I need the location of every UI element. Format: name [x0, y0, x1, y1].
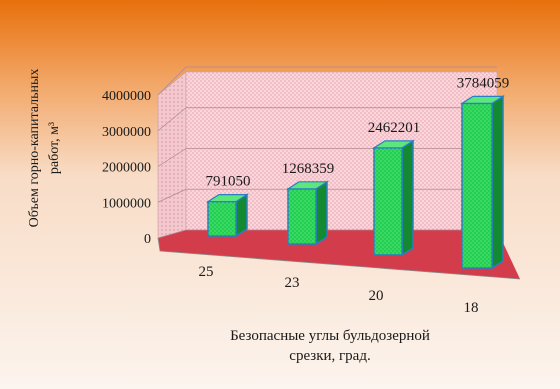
y-tick-label: 1000000 — [102, 196, 151, 211]
y-tick-label: 3000000 — [102, 125, 151, 140]
bar-front — [373, 147, 403, 256]
y-tick-label: 2000000 — [102, 161, 151, 176]
gridline — [157, 148, 187, 167]
y-axis-ticks: 0 1000000 2000000 3000000 4000000 — [102, 89, 151, 247]
y-axis-label: Объем горно-капитальных работ, м³ — [27, 69, 62, 228]
bar-top — [459, 95, 506, 104]
bar-front — [461, 102, 493, 269]
y-tick-label: 0 — [144, 232, 151, 247]
bar-top — [285, 181, 330, 190]
x-axis-ticks: 25 23 20 18 — [199, 264, 479, 316]
bars — [205, 95, 506, 270]
x-axis-label-line2: срезки, град. — [289, 348, 370, 364]
bar-side — [491, 95, 504, 270]
x-tick-label: 25 — [199, 264, 214, 280]
bar-top — [205, 193, 250, 203]
bar — [285, 180, 330, 246]
data-labels: 791050 1268359 2462201 3784059 — [206, 75, 510, 189]
gridlines — [157, 66, 497, 239]
floor — [158, 230, 520, 279]
base-frame — [157, 237, 521, 280]
gridline — [157, 229, 187, 239]
bar — [459, 95, 506, 270]
x-tick-label: 23 — [285, 275, 300, 291]
bar-top — [371, 140, 416, 149]
bar-side — [401, 139, 414, 257]
data-label: 2462201 — [368, 120, 421, 136]
x-axis-label-line1: Безопасные углы бульдозерной — [230, 328, 430, 344]
x-tick-label: 18 — [464, 300, 479, 316]
data-label: 3784059 — [457, 75, 510, 91]
bar-front — [207, 200, 237, 237]
y-axis-label-line2: работ, м³ — [47, 122, 62, 174]
gridline — [157, 188, 187, 203]
gridline — [157, 107, 187, 132]
gridline — [157, 66, 187, 96]
side-wall — [157, 71, 187, 239]
bar — [205, 193, 250, 238]
x-tick-label: 20 — [369, 288, 384, 304]
bar-front — [287, 188, 317, 245]
bar — [371, 139, 416, 257]
data-label: 791050 — [206, 174, 251, 190]
y-axis-label-line1: Объем горно-капитальных — [27, 69, 42, 228]
bar-side — [315, 180, 328, 246]
data-label: 1268359 — [282, 161, 335, 177]
y-tick-label: 4000000 — [102, 89, 151, 104]
